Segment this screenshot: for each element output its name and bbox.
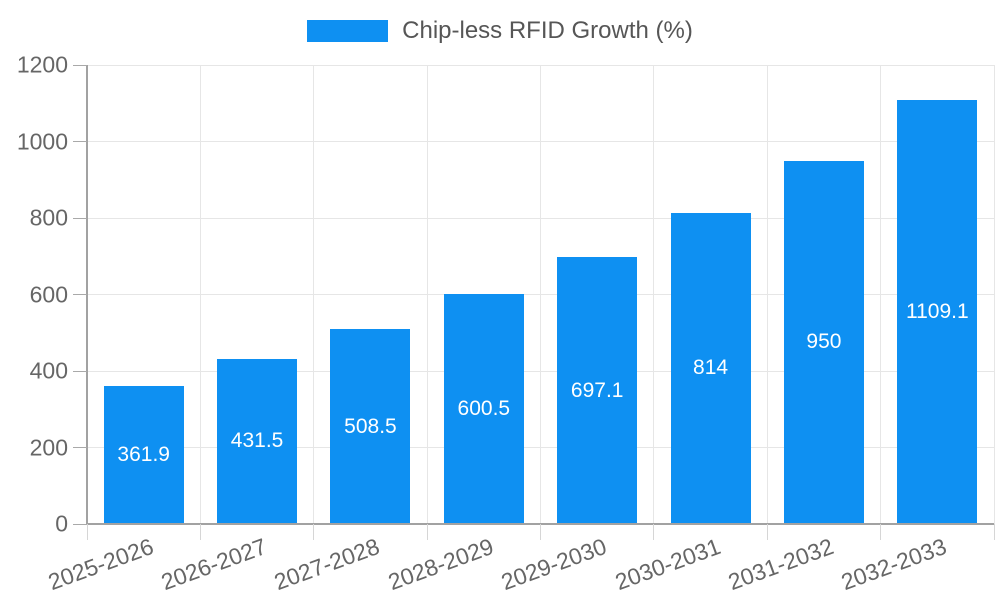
bar[interactable]: 600.5 bbox=[443, 294, 524, 524]
y-axis-label: 1200 bbox=[16, 51, 68, 78]
bar-value-label: 431.5 bbox=[230, 429, 284, 453]
x-axis-tick bbox=[86, 524, 88, 540]
x-axis-label: 2026-2027 bbox=[157, 533, 270, 596]
gridline-vertical bbox=[766, 65, 768, 524]
y-axis-label: 200 bbox=[29, 434, 68, 460]
gridline-vertical bbox=[313, 65, 315, 524]
gridline-vertical bbox=[880, 65, 882, 524]
legend-label: Chip-less RFID Growth (%) bbox=[402, 17, 693, 44]
y-axis-tick bbox=[73, 141, 87, 142]
y-axis-tick bbox=[73, 370, 87, 372]
y-axis-tick bbox=[73, 217, 87, 219]
y-axis-label: 0 bbox=[55, 510, 68, 537]
x-axis-tick bbox=[766, 524, 768, 540]
y-axis-label: 800 bbox=[29, 204, 68, 231]
x-axis-label: 2029-2030 bbox=[497, 533, 611, 596]
gridline-vertical bbox=[426, 65, 428, 524]
bar[interactable]: 814 bbox=[670, 212, 751, 524]
bar-value-label: 508.5 bbox=[344, 414, 397, 438]
x-axis-tick bbox=[426, 524, 428, 540]
y-axis-label: 1000 bbox=[16, 128, 68, 154]
x-axis-tick bbox=[653, 524, 655, 540]
bar[interactable]: 361.9 bbox=[103, 385, 184, 524]
bar[interactable]: 431.5 bbox=[217, 358, 298, 524]
legend-swatch bbox=[307, 20, 389, 42]
gridline-vertical bbox=[540, 65, 541, 524]
bar-value-label: 814 bbox=[693, 356, 729, 380]
x-axis-tick bbox=[993, 524, 995, 540]
bar[interactable]: 697.1 bbox=[557, 257, 638, 524]
y-axis-tick bbox=[73, 447, 87, 448]
x-axis-label: 2027-2028 bbox=[271, 533, 384, 596]
x-axis-label: 2031-2032 bbox=[724, 533, 837, 596]
bar-value-label: 361.9 bbox=[117, 442, 170, 466]
x-axis-tick bbox=[540, 524, 541, 540]
x-axis-tick bbox=[199, 524, 201, 540]
x-axis-label: 2030-2031 bbox=[611, 533, 724, 596]
legend[interactable]: Chip-less RFID Growth (%) bbox=[0, 17, 1000, 45]
gridline-vertical bbox=[993, 65, 995, 524]
y-axis-line bbox=[86, 65, 88, 525]
bar-value-label: 950 bbox=[806, 330, 842, 354]
bar-value-label: 697.1 bbox=[570, 378, 624, 402]
y-axis-label: 600 bbox=[29, 281, 68, 307]
x-axis-tick bbox=[313, 524, 315, 540]
bar-value-label: 1109.1 bbox=[905, 299, 969, 323]
x-axis-label: 2025-2026 bbox=[44, 533, 157, 596]
y-axis-tick bbox=[73, 294, 87, 295]
x-axis-label: 2028-2029 bbox=[384, 533, 497, 596]
bar[interactable]: 1109.1 bbox=[897, 99, 978, 524]
x-axis-tick bbox=[880, 524, 882, 540]
y-axis-label: 400 bbox=[29, 357, 68, 384]
bar-value-label: 600.5 bbox=[457, 397, 511, 421]
x-axis-label: 2032-2033 bbox=[837, 533, 951, 596]
y-axis-tick bbox=[73, 64, 87, 66]
bar[interactable]: 508.5 bbox=[330, 329, 411, 524]
gridline-vertical bbox=[653, 65, 655, 524]
y-axis-tick bbox=[73, 523, 87, 525]
bar[interactable]: 950 bbox=[783, 160, 864, 524]
gridline-vertical bbox=[199, 65, 201, 524]
